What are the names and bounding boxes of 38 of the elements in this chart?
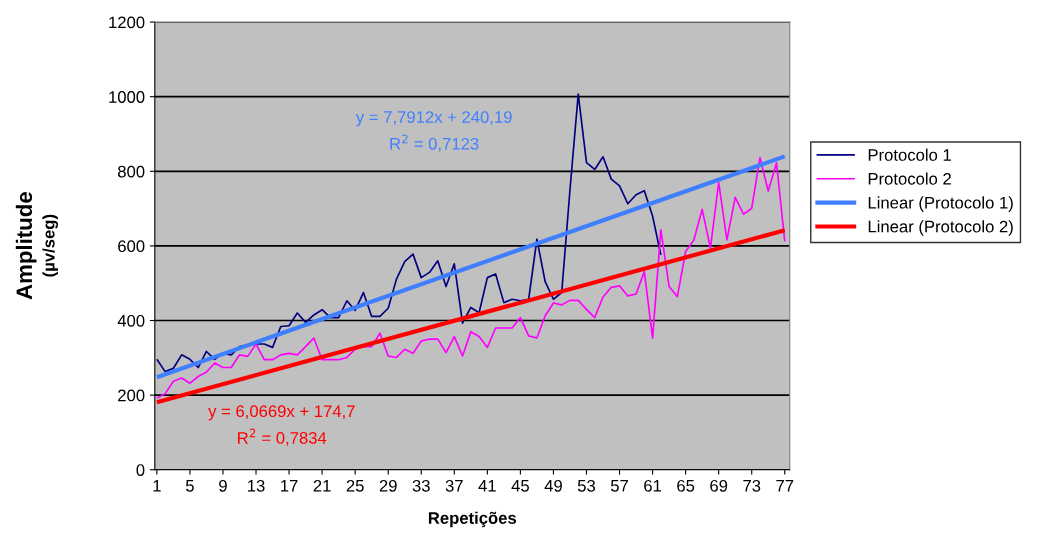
legend-label: Protocolo 1	[868, 148, 951, 161]
x-axis-title: Repetições	[428, 511, 517, 528]
x-tick-label: 29	[379, 479, 397, 492]
x-tick-label: 17	[281, 480, 298, 492]
annotation: R$^{2}$ = 0,7834	[238, 428, 327, 446]
x-tick-label: 13	[248, 479, 265, 492]
y-tick-label: 800	[118, 165, 145, 178]
x-tick-label: 77	[776, 480, 794, 492]
y-tick-label: 600	[118, 240, 145, 253]
annotation: R$^{2}$ = 0,7123	[390, 134, 479, 152]
x-tick-label: 5	[185, 480, 194, 492]
x-tick-label: 53	[577, 479, 596, 492]
y-tick-label: 1000	[109, 91, 145, 103]
y-tick-label: 0	[136, 464, 145, 476]
x-tick-label: 21	[313, 479, 331, 492]
x-tick-label: 9	[219, 479, 227, 492]
x-tick-label: 33	[412, 479, 430, 492]
x-tick-label: 73	[743, 479, 761, 492]
y-tick-label: 200	[118, 389, 145, 402]
y-axis-title: Amplitude (µv/seg)	[15, 192, 59, 300]
x-tick-label: 49	[544, 479, 562, 492]
line-series	[156, 93, 662, 373]
legend-label: Protocolo 2	[868, 172, 951, 185]
x-tick-label: 61	[644, 479, 662, 492]
x-tick-label: 25	[346, 479, 364, 492]
y-tick-label: 400	[117, 314, 145, 327]
y-tick-label: 1200	[109, 16, 145, 29]
x-tick-label: 37	[445, 479, 463, 492]
annotation: y = 7,7912x + 240,19	[355, 111, 512, 127]
x-tick-label: 65	[677, 479, 695, 492]
x-tick-label: 69	[710, 479, 728, 492]
x-tick-label: 45	[511, 480, 529, 492]
x-tick-label: 57	[610, 480, 628, 492]
legend-label: Linear (Protocolo 1)	[868, 196, 1013, 212]
legend-label: Linear (Protocolo 2)	[868, 220, 1013, 236]
x-tick-label: 41	[478, 480, 496, 492]
annotation: y = 6,0669x + 174,7	[208, 405, 355, 421]
x-tick-label: 1	[153, 480, 161, 492]
